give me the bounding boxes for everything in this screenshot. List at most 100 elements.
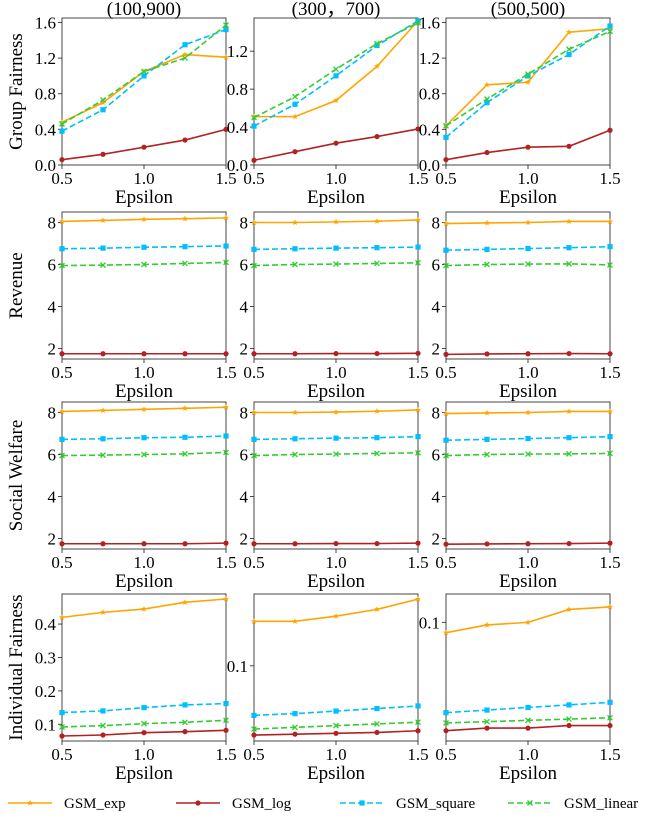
series-GSM_log [443,128,612,163]
data-point [334,67,339,72]
x-tick-label: 1.5 [215,553,236,572]
data-point [525,541,530,546]
y-tick-label: 0.1 [419,613,440,632]
data-point [333,73,338,78]
y-tick-label: 6 [432,446,441,465]
y-tick-label: 1.2 [419,49,440,68]
data-point [251,351,256,356]
data-point [182,42,187,47]
data-point [100,609,106,615]
data-point [566,218,572,224]
data-point [141,351,146,356]
x-tick-label: 0.5 [435,363,456,382]
data-point [484,410,490,416]
data-point [182,244,187,249]
y-tick-label: 4 [240,488,249,507]
y-tick-label: 8 [240,214,249,233]
x-tick-label: 1.0 [517,553,538,572]
series-GSM_exp [443,604,613,636]
panel-r2-c1: 0.5 1.0 1.52468EpsilonRevenue [6,212,237,402]
data-point [525,219,531,225]
legend-label: GSM_linear [564,796,638,812]
data-point [484,351,489,356]
series-GSM_exp [59,404,229,414]
y-tick-label: 2 [432,530,441,549]
series-line [446,31,610,125]
data-point [333,708,338,713]
data-point [525,726,530,731]
data-point [141,145,146,150]
series-GSM_linear [252,720,421,732]
y-tick-label: 2 [240,340,249,359]
x-axis-label: Epsilon [307,763,366,784]
x-tick-label: 1.5 [215,745,236,764]
data-point [141,730,146,735]
x-axis-label: Epsilon [499,763,558,784]
series-GSM_linear [60,450,229,458]
x-tick-label: 1.0 [517,169,538,188]
data-point [292,246,297,251]
series-GSM_square [251,434,420,442]
y-tick-label: 0.3 [35,648,56,667]
data-point [141,245,146,250]
data-point [251,732,256,737]
x-tick-label: 1.0 [517,745,538,764]
series-GSM_square [59,701,228,715]
y-tick-label: 0.0 [227,156,248,175]
x-tick-label: 1.5 [599,553,620,572]
x-tick-label: 1.0 [133,363,154,382]
data-point [100,541,105,546]
y-tick-label: 6 [240,256,249,275]
data-point [484,726,489,731]
data-point [525,436,530,441]
data-point [566,541,571,546]
data-point [333,219,339,225]
series-GSM_linear [252,450,421,458]
series-GSM_log [59,728,228,739]
legend-marker [195,800,200,805]
data-point [443,135,448,140]
y-tick-label: 2 [48,530,57,549]
data-point [333,409,339,415]
data-point [374,541,379,546]
series-GSM_exp [59,215,229,224]
x-axis-label: Epsilon [307,571,366,592]
data-point [292,618,298,624]
y-tick-label: 6 [240,446,249,465]
data-point [484,220,490,226]
legend-item-GSM_exp: GSM_exp [8,796,126,812]
x-tick-label: 0.5 [243,553,264,572]
data-point [607,541,612,546]
data-point [182,702,187,707]
data-point [292,149,297,154]
axes-frame [254,402,418,549]
data-point [415,703,420,708]
y-tick-label: 1.2 [35,49,56,68]
data-point [141,705,146,710]
series-GSM_exp [59,51,229,125]
data-point [100,732,105,737]
y-tick-label: 0.1 [227,657,248,676]
data-point [100,152,105,157]
x-tick-label: 1.5 [407,363,428,382]
data-point [100,246,105,251]
column-title: (300，700) [292,0,381,20]
y-tick-label: 0.0 [419,156,440,175]
x-tick-label: 0.5 [435,745,456,764]
legend-item-GSM_log: GSM_log [176,796,292,812]
data-point [443,248,448,253]
data-point [443,728,448,733]
series-GSM_exp [251,596,421,624]
data-point [415,434,420,439]
y-tick-label: 6 [432,256,441,275]
data-point [223,728,228,733]
data-point [251,437,256,442]
x-tick-label: 0.5 [51,363,72,382]
y-tick-label: 1.6 [35,13,56,32]
data-point [141,541,146,546]
y-tick-label: 0.4 [35,615,57,634]
axes-frame [62,402,226,549]
y-tick-label: 8 [432,214,441,233]
data-point [182,599,188,605]
